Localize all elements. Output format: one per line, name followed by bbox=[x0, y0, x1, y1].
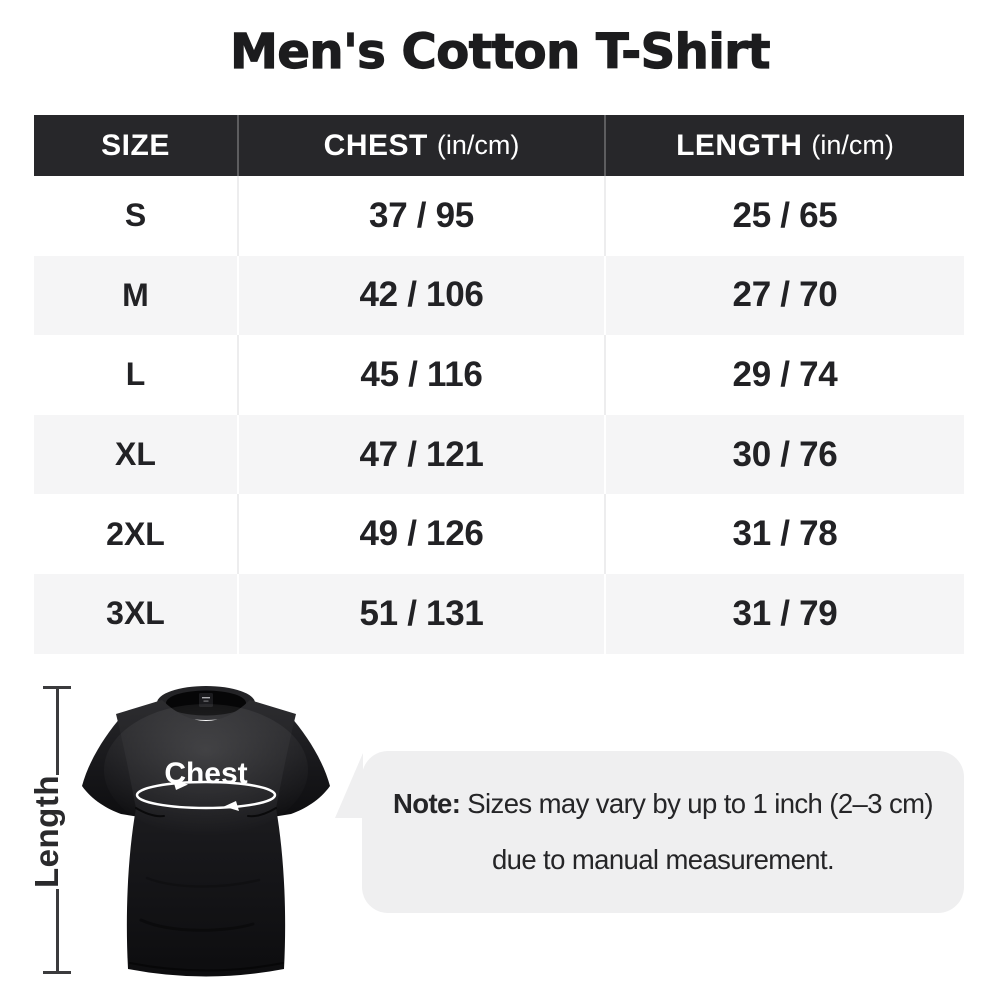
note-text-line2: due to manual measurement. bbox=[491, 844, 835, 875]
chest-cell: 37 / 95 bbox=[237, 176, 604, 256]
table-row: M 42 / 106 27 / 70 bbox=[34, 255, 964, 336]
size-cell: L bbox=[125, 356, 146, 393]
header-chest-unit: (in/cm) bbox=[436, 130, 520, 160]
chest-cell: 42 / 106 bbox=[237, 255, 604, 336]
chest-cell: 45 / 116 bbox=[237, 335, 604, 415]
table-row: XL 47 / 121 30 / 76 bbox=[34, 414, 964, 495]
note-text-line1: Note: Sizes may vary by up to 1 inch (2–… bbox=[392, 776, 934, 832]
header-length: LENGTH (in/cm) bbox=[604, 115, 964, 176]
chest-cell: 47 / 121 bbox=[237, 414, 604, 495]
length-arrow-line bbox=[55, 889, 59, 971]
table-row: 3XL 51 / 131 31 / 79 bbox=[34, 573, 964, 654]
tshirt-shading bbox=[129, 807, 284, 972]
header-length-unit: (in/cm) bbox=[811, 130, 894, 160]
chest-measure-ellipse bbox=[135, 780, 277, 810]
size-cell: XL bbox=[115, 436, 156, 473]
chest-arrow-right-icon bbox=[173, 780, 188, 790]
size-cell: M bbox=[122, 276, 149, 313]
table-row: S 37 / 95 25 / 65 bbox=[34, 176, 964, 256]
note-text: Sizes may vary by up to 1 inch (2–3 cm) bbox=[460, 788, 933, 819]
length-cell: 27 / 70 bbox=[604, 255, 964, 336]
header-chest: CHEST (in/cm) bbox=[237, 115, 604, 176]
length-cell: 31 / 79 bbox=[604, 573, 964, 654]
length-arrow-top-cap bbox=[43, 686, 71, 689]
length-cell: 25 / 65 bbox=[604, 176, 964, 256]
chest-cell: 51 / 131 bbox=[237, 573, 604, 654]
table-row: 2XL 49 / 126 31 / 78 bbox=[34, 494, 964, 574]
chest-measure: Chest bbox=[135, 757, 277, 811]
note-label: Note: bbox=[392, 788, 461, 819]
header-chest-label: CHEST bbox=[323, 128, 428, 162]
size-table-header-row: SIZE CHEST (in/cm) LENGTH (in/cm) bbox=[34, 115, 964, 176]
chest-arrow-left-icon bbox=[224, 801, 239, 811]
length-cell: 31 / 78 bbox=[604, 494, 964, 574]
size-cell: 3XL bbox=[106, 595, 165, 632]
length-cell: 30 / 76 bbox=[604, 414, 964, 495]
size-cell: S bbox=[124, 197, 147, 234]
note-bubble: Note: Sizes may vary by up to 1 inch (2–… bbox=[362, 751, 964, 913]
length-arrow-line bbox=[55, 689, 59, 775]
length-label: Length bbox=[28, 775, 65, 889]
size-cell: 2XL bbox=[106, 515, 165, 552]
table-row: L 45 / 116 29 / 74 bbox=[34, 335, 964, 415]
page-title: Men's Cotton T-Shirt bbox=[229, 23, 771, 80]
length-cell: 29 / 74 bbox=[604, 335, 964, 415]
chest-cell: 49 / 126 bbox=[237, 494, 604, 574]
tshirt-image: Chest bbox=[82, 686, 330, 977]
header-length-label: LENGTH bbox=[676, 128, 803, 162]
size-table: SIZE CHEST (in/cm) LENGTH (in/cm) S 37 /… bbox=[34, 115, 964, 654]
length-measure-indicator: Length bbox=[28, 684, 76, 976]
neck-label bbox=[199, 693, 213, 707]
header-size: SIZE bbox=[101, 128, 170, 162]
length-arrow-bottom-cap bbox=[43, 971, 71, 974]
